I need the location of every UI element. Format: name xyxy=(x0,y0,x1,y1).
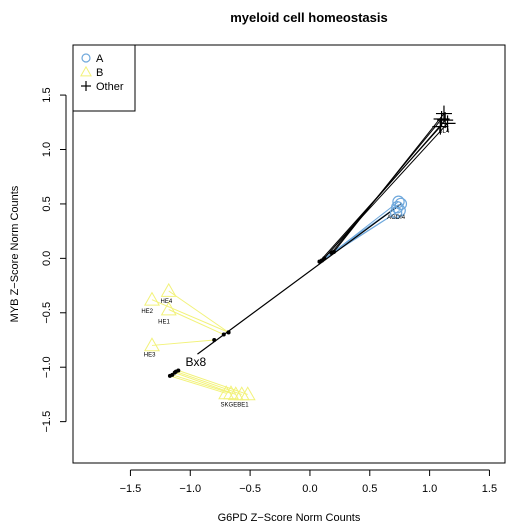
link-line xyxy=(175,371,242,395)
link-line xyxy=(168,290,229,333)
a-point xyxy=(391,200,404,214)
x-tick-label: 1.5 xyxy=(482,483,497,495)
link-line xyxy=(174,372,236,395)
a-point xyxy=(389,206,403,219)
point-label: HE3 xyxy=(144,352,156,358)
legend-label-b: B xyxy=(96,67,103,79)
link-line xyxy=(319,126,441,262)
b-point xyxy=(160,301,177,316)
legend: AB Other xyxy=(72,44,136,112)
point-label: BL4 xyxy=(439,129,450,135)
point-label: HE4 xyxy=(161,299,173,305)
trend-line-segment xyxy=(197,203,402,355)
a-point xyxy=(393,204,406,217)
link-line xyxy=(172,374,232,394)
anchor-dot xyxy=(176,368,181,373)
other-point xyxy=(432,118,449,135)
b-point xyxy=(143,291,160,306)
legend-symbol-a xyxy=(81,53,91,63)
link-line xyxy=(178,370,248,395)
link-line xyxy=(169,375,227,394)
x-tick-label: 1.0 xyxy=(422,483,437,495)
x-tick-label: −1.0 xyxy=(179,483,201,495)
trend-line xyxy=(197,203,402,355)
anchor-dot xyxy=(317,259,322,264)
point-labels: HE4 HE2 HE1 HE3 SKGEBE1 AGDI4 BL4 Bx8 xyxy=(141,129,450,408)
legend-label-other: Other xyxy=(96,81,124,93)
b-point xyxy=(143,337,160,352)
y-axis-label: MYB Z−Score Norm Counts xyxy=(9,185,21,322)
anchor-dot xyxy=(329,250,334,255)
chart-title: myeloid cell homeostasis xyxy=(230,10,388,25)
b-point xyxy=(160,282,177,297)
x-axis: −1.5 −1.0 −0.5 0.0 0.5 1.0 1.5 xyxy=(120,469,497,495)
other-point xyxy=(439,115,456,132)
y-tick-label: −1.5 xyxy=(41,411,53,433)
x-tick-label: −1.5 xyxy=(120,483,142,495)
y-tick-label: −0.5 xyxy=(41,302,53,324)
plot-frame xyxy=(72,44,506,464)
anchor-dot xyxy=(212,337,217,342)
y-tick-label: 0.0 xyxy=(41,251,53,266)
link-line xyxy=(168,309,224,336)
y-tick-label: 0.5 xyxy=(41,196,53,211)
legend-symbol-b xyxy=(80,65,92,77)
y-tick-label: 1.5 xyxy=(41,87,53,102)
other-point xyxy=(433,111,450,128)
legend-label-a: A xyxy=(96,53,104,65)
b-point xyxy=(239,386,256,401)
x-tick-label: −0.5 xyxy=(239,483,261,495)
anchor-dot xyxy=(226,330,231,335)
point-label: HE2 xyxy=(141,309,153,315)
legend-box xyxy=(72,44,136,112)
y-axis: −1.5 −1.0 −0.5 0.0 0.5 1.0 1.5 xyxy=(41,87,67,433)
other-point xyxy=(437,112,454,129)
data-points xyxy=(143,105,456,401)
y-tick-label: −1.0 xyxy=(41,356,53,378)
link-line xyxy=(331,118,442,254)
point-label: AGDI4 xyxy=(387,215,406,221)
point-label: HE1 xyxy=(158,320,170,326)
x-tick-label: 0.5 xyxy=(362,483,377,495)
x-axis-label: G6PD Z−Score Norm Counts xyxy=(218,512,361,524)
link-lines xyxy=(151,113,448,395)
anchor-dot xyxy=(221,332,226,337)
link-line xyxy=(321,123,448,261)
x-tick-label: 0.0 xyxy=(302,483,317,495)
big-point-label: Bx8 xyxy=(185,355,206,369)
y-tick-label: 1.0 xyxy=(41,142,53,157)
link-line xyxy=(151,339,215,346)
point-label: SKGEBE1 xyxy=(221,402,250,408)
legend-symbol-other xyxy=(81,81,91,91)
link-line xyxy=(151,299,229,333)
b-point xyxy=(222,385,239,400)
